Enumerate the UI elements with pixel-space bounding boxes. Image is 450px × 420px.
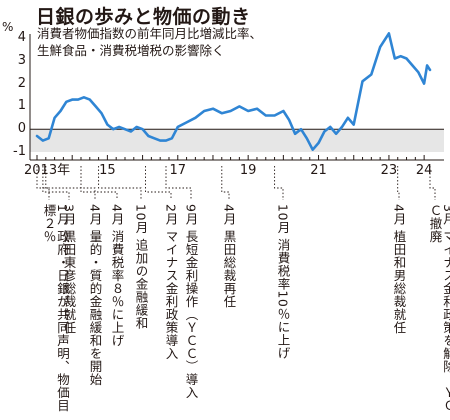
x-tick-label: 17 <box>169 163 187 178</box>
chart-title: 日銀の歩みと物価の動き <box>36 6 251 28</box>
event-annotation-label: 3月 黒田東彦総裁就任 <box>61 204 77 334</box>
event-annotation-label: 4月 黒田総裁再任 <box>221 204 237 308</box>
x-tick-label: 21 <box>310 163 327 178</box>
event-leader-line <box>80 166 118 200</box>
y-tick-label: 4 <box>17 30 26 45</box>
event-leader-line <box>45 166 96 200</box>
event-annotation-label: 4月 消費税率８％に上げ <box>109 204 125 347</box>
event-leader-line <box>429 166 436 200</box>
event-leader-line <box>397 166 400 200</box>
y-tick-label: -1 <box>13 144 26 159</box>
event-annotation-label: 10月 追加の金融緩和 <box>133 204 149 330</box>
x-tick-label: 19 <box>239 163 257 178</box>
event-leader-line <box>42 166 70 200</box>
y-tick-label: 3 <box>17 52 26 68</box>
x-tick-label: 23 <box>380 163 398 178</box>
event-annotation-label: 9月 長短金利操作（ＹＣＣ）導入 <box>183 204 199 399</box>
subtitle-line-2: 生鮮食品・消費税増税の影響除く <box>37 43 225 58</box>
event-leader-line <box>221 166 230 200</box>
subtitle-line-1: 消費者物価指数の前年同月比増減比率、 <box>37 26 263 41</box>
event-annotation-label: 1月 政府・日銀が共同声明、物価目標２％ <box>41 204 71 412</box>
event-annotation-label: 3月 マイナス金利政策を解除、ＹＣＣ撤廃 <box>427 204 450 412</box>
event-leader-line <box>98 166 142 200</box>
event-leader-line <box>274 166 284 200</box>
event-annotation-label: 4月 量的・質的金融緩和を開始 <box>87 204 103 386</box>
x-tick-label: 15 <box>99 163 116 178</box>
event-annotation-label: 2月 マイナス金利政策導入 <box>163 204 179 360</box>
y-tick-label: 1 <box>17 98 26 114</box>
x-tick-label: 2013年 <box>24 163 71 178</box>
y-tick-label: 0 <box>17 121 26 137</box>
y-axis-unit: % <box>2 20 14 34</box>
chart-subtitle: 消費者物価指数の前年同月比増減比率、 生鮮食品・消費税増税の影響除く <box>37 25 262 59</box>
event-annotation-label: 10月 消費税率10％に上げ <box>275 204 291 360</box>
event-leader-line <box>36 166 50 200</box>
y-tick-label: 2 <box>17 75 26 91</box>
event-annotation-label: 4月 植田和男総裁就任 <box>391 204 407 334</box>
event-leader-line <box>145 166 172 200</box>
event-leader-line <box>165 166 192 200</box>
x-tick-label: 24 <box>415 163 433 178</box>
negative-zone <box>30 129 444 152</box>
